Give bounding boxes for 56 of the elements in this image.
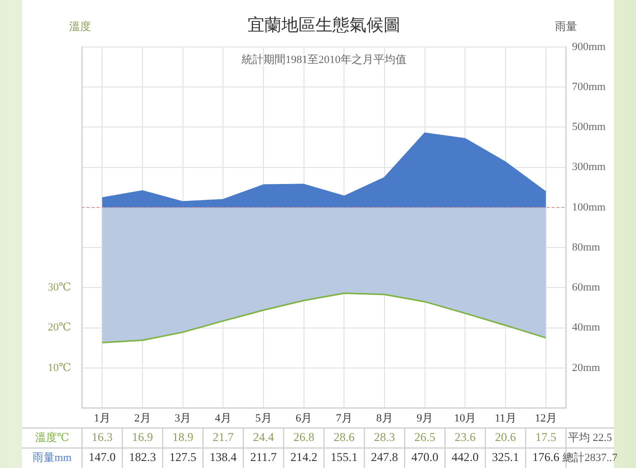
- data-label: 442.0: [452, 450, 479, 464]
- y3-tick-label: 700mm: [572, 81, 606, 93]
- data-label: 20.6: [495, 430, 516, 444]
- data-label: 182.3: [129, 450, 156, 464]
- data-label: 155.1: [330, 450, 358, 464]
- data-label: 28.6: [334, 430, 355, 444]
- y3-tick-label: 300mm: [572, 161, 606, 174]
- text: 總計2837..7: [562, 450, 618, 464]
- data-label: 26.8: [293, 430, 314, 444]
- data-label: 176.6: [532, 450, 560, 464]
- text: 雨量mm: [32, 452, 72, 464]
- data-label: 127.5: [169, 450, 196, 464]
- chart-title: 宜蘭地區生態氣候圖: [248, 15, 400, 34]
- x-tick-label: 6月: [296, 412, 312, 424]
- y2-tick-label: 80mm: [572, 241, 601, 254]
- y3-tick-label: 500mm: [572, 121, 606, 134]
- y3-tick-label: 900mm: [572, 40, 606, 53]
- y-tick-label: 20℃: [48, 322, 71, 334]
- data-label: 24.4: [253, 430, 274, 444]
- y2-axis-title: 雨量: [555, 20, 577, 33]
- x-tick-label: 5月: [255, 412, 272, 424]
- x-tick-label: 9月: [416, 412, 434, 424]
- x-tick-label: 12月: [534, 412, 557, 424]
- data-label: 138.4: [210, 450, 237, 464]
- data-label: 325.1: [492, 450, 519, 464]
- x-tick-label: 11月: [494, 412, 516, 424]
- data-label: 16.9: [132, 430, 153, 444]
- y3-tick-label: 100mm: [572, 201, 606, 214]
- y2-tick-label: 20mm: [572, 362, 601, 374]
- y2-tick-label: 40mm: [572, 322, 601, 334]
- x-tick-label: 2月: [134, 412, 151, 424]
- text: 平均 22.5: [568, 432, 612, 444]
- data-label: 247.8: [371, 450, 398, 464]
- x-tick-label: 4月: [214, 412, 232, 424]
- data-label: 16.3: [92, 430, 113, 444]
- y2-tick-label: 60mm: [572, 282, 601, 294]
- data-label: 147.0: [88, 450, 116, 464]
- data-label: 470.0: [411, 450, 438, 464]
- data-label: 23.6: [454, 430, 476, 444]
- text: 溫度℃: [34, 430, 70, 444]
- x-tick-label: 8月: [376, 412, 393, 424]
- data-label: 17.5: [535, 430, 556, 444]
- x-tick-label: 10月: [454, 412, 476, 424]
- y-axis-title: 溫度: [69, 20, 91, 33]
- data-label: 28.3: [374, 430, 395, 444]
- data-label: 214.2: [290, 450, 318, 464]
- data-label: 21.7: [212, 430, 234, 444]
- data-label: 26.5: [414, 430, 436, 444]
- text: 統計期間1981至2010年之月平均值: [242, 52, 406, 66]
- x-tick-label: 3月: [174, 412, 192, 424]
- y-tick-label: 10℃: [48, 362, 71, 374]
- x-tick-label: 7月: [336, 412, 352, 424]
- data-label: 211.7: [250, 450, 277, 464]
- y-tick-label: 30℃: [48, 282, 71, 294]
- data-label: 18.9: [172, 430, 194, 444]
- x-tick-label: 1月: [94, 412, 110, 424]
